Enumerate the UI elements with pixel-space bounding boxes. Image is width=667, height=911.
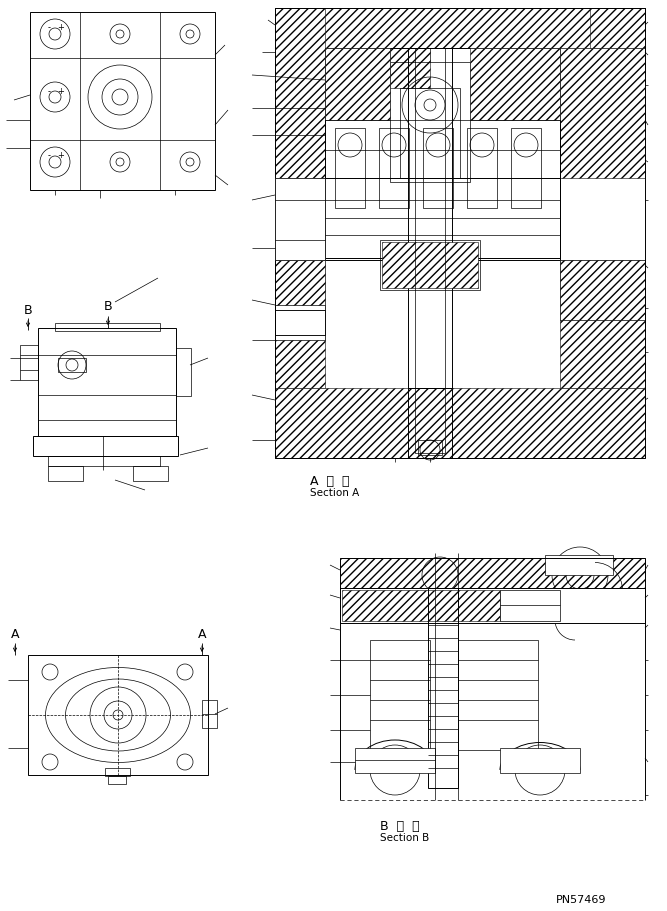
- Text: +: +: [57, 24, 65, 33]
- Text: -: -: [47, 87, 51, 97]
- Bar: [275, 8, 645, 458]
- Bar: [33, 436, 178, 456]
- Bar: [390, 62, 470, 182]
- Polygon shape: [275, 8, 645, 62]
- Polygon shape: [560, 48, 645, 178]
- Bar: [20, 345, 38, 380]
- Text: -: -: [47, 24, 51, 33]
- Polygon shape: [382, 242, 478, 288]
- Bar: [325, 48, 560, 258]
- Text: A  断  面: A 断 面: [310, 475, 350, 488]
- Bar: [105, 768, 130, 776]
- Bar: [355, 748, 435, 773]
- Bar: [38, 328, 176, 436]
- Polygon shape: [390, 48, 430, 88]
- Bar: [560, 260, 645, 320]
- Bar: [133, 466, 168, 481]
- Bar: [545, 555, 613, 575]
- Text: A: A: [11, 629, 19, 641]
- Text: B  断  面: B 断 面: [380, 820, 420, 833]
- Text: Section B: Section B: [380, 833, 430, 843]
- Text: B: B: [103, 301, 112, 313]
- Polygon shape: [325, 48, 390, 120]
- Polygon shape: [560, 260, 645, 388]
- Bar: [108, 776, 126, 784]
- Bar: [28, 655, 208, 775]
- Text: +: +: [57, 151, 65, 160]
- Bar: [500, 590, 560, 621]
- Bar: [415, 388, 445, 453]
- Polygon shape: [275, 8, 325, 178]
- Text: A: A: [197, 629, 206, 641]
- Text: B: B: [24, 303, 32, 316]
- Text: +: +: [57, 87, 65, 97]
- Bar: [408, 388, 452, 458]
- Bar: [428, 588, 458, 788]
- Text: -: -: [47, 151, 51, 160]
- Bar: [202, 700, 217, 728]
- Bar: [379, 128, 409, 208]
- Bar: [458, 640, 538, 750]
- Bar: [370, 640, 430, 750]
- Polygon shape: [275, 260, 325, 388]
- Bar: [275, 178, 325, 260]
- Bar: [418, 440, 442, 455]
- Bar: [400, 88, 460, 178]
- Text: PN57469: PN57469: [556, 895, 606, 905]
- Polygon shape: [470, 48, 560, 120]
- Polygon shape: [340, 558, 645, 588]
- Bar: [325, 120, 560, 258]
- Bar: [423, 128, 453, 208]
- Polygon shape: [275, 388, 645, 458]
- Text: Section A: Section A: [310, 488, 360, 498]
- Bar: [500, 748, 580, 773]
- Bar: [58, 358, 86, 372]
- Bar: [380, 240, 480, 290]
- Polygon shape: [342, 590, 500, 621]
- Bar: [275, 310, 325, 335]
- Bar: [48, 456, 160, 466]
- Bar: [55, 323, 160, 331]
- Bar: [335, 128, 365, 208]
- Bar: [408, 48, 452, 388]
- Bar: [511, 128, 541, 208]
- Bar: [275, 305, 325, 340]
- Polygon shape: [560, 260, 645, 320]
- Bar: [340, 588, 645, 623]
- Bar: [30, 12, 215, 190]
- Bar: [467, 128, 497, 208]
- Polygon shape: [275, 260, 325, 310]
- Bar: [48, 466, 83, 481]
- Bar: [176, 348, 191, 396]
- Polygon shape: [590, 8, 645, 48]
- Bar: [325, 178, 560, 260]
